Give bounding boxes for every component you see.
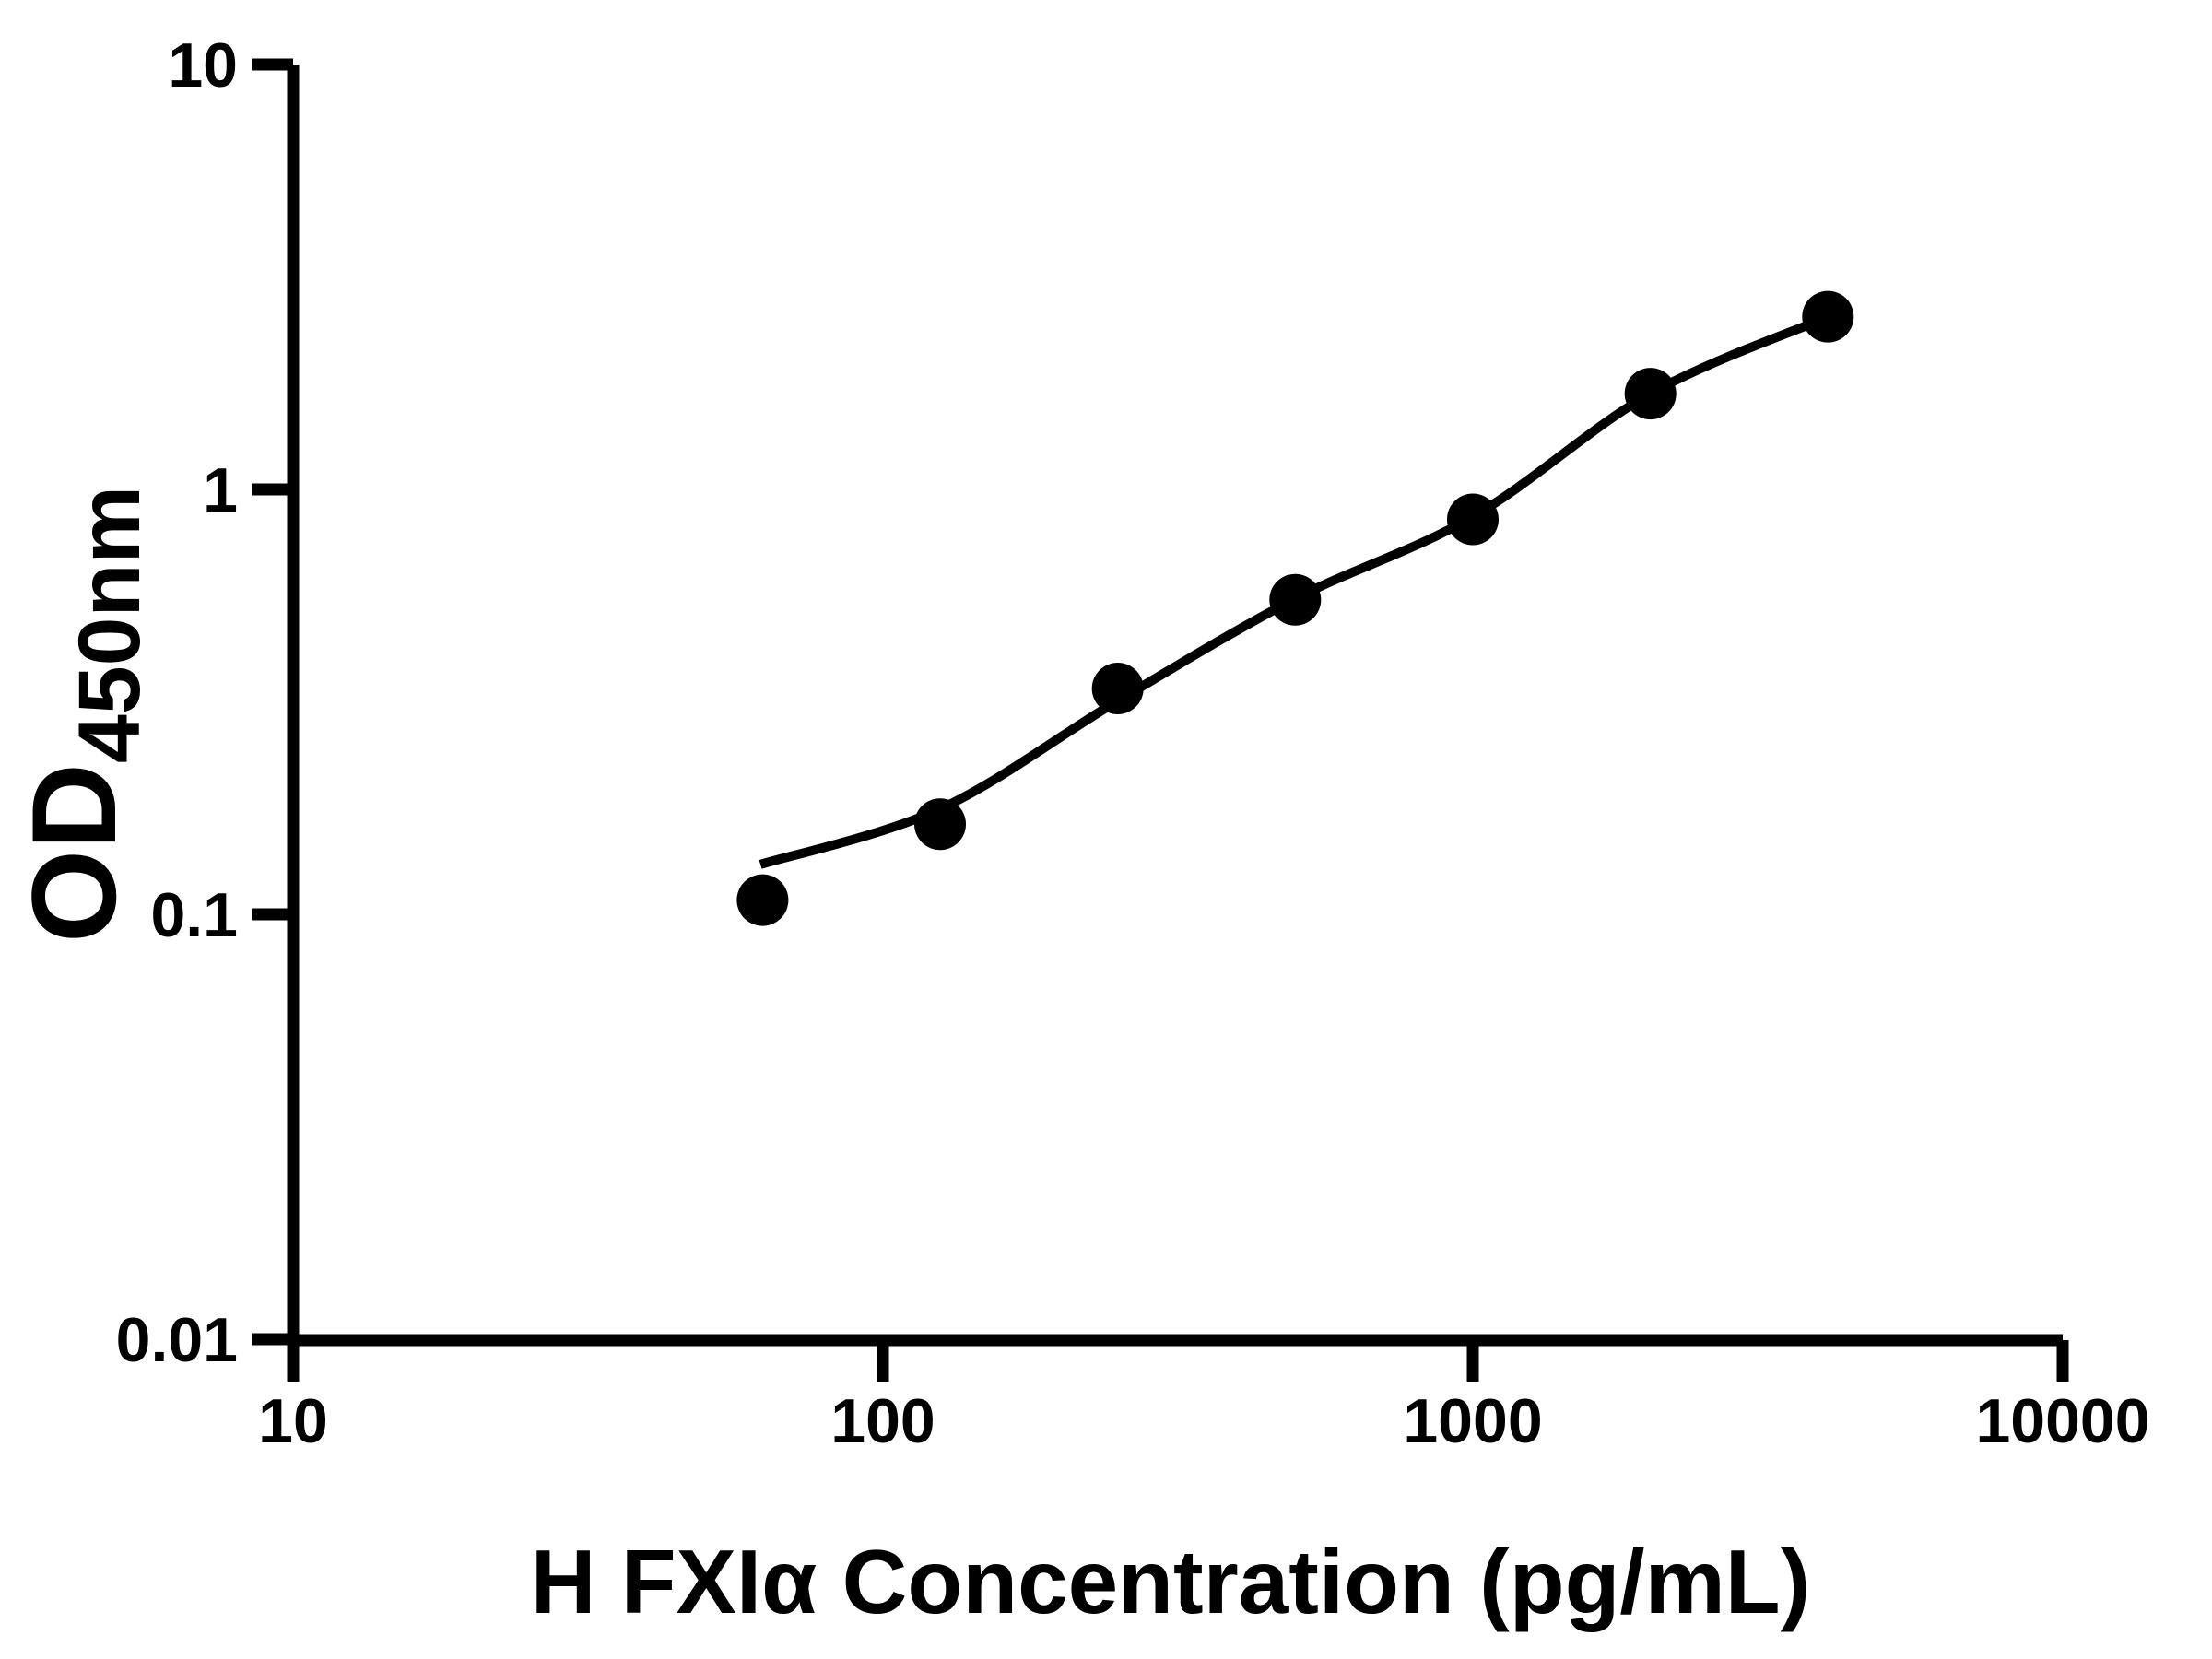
axis-spines [287, 65, 2063, 1347]
x-axis-title: H FXIα Concentration (pg/mL) [531, 1531, 1811, 1632]
x-tick-label: 100 [830, 1386, 935, 1456]
data-point-marker [1624, 368, 1677, 420]
y-tick-label: 10 [168, 30, 238, 100]
y-axis-title: OD450nm [6, 486, 159, 943]
data-point-marker [914, 798, 966, 851]
data-point-marker [1802, 290, 1854, 343]
x-tick-label: 10000 [1975, 1386, 2149, 1456]
data-point-marker [736, 874, 789, 926]
data-point-marker [1269, 573, 1322, 626]
x-tick-label: 1000 [1403, 1386, 1542, 1456]
y-tick-label: 0.1 [150, 880, 238, 950]
x-tick-label: 10 [258, 1386, 328, 1456]
y-tick-label: 1 [203, 455, 238, 525]
data-point-marker [1447, 493, 1499, 546]
y-axis-title-subscript: 450nm [61, 486, 159, 763]
y-tick-label: 0.01 [116, 1305, 238, 1375]
data-point-marker [1091, 663, 1144, 714]
y-axis-title-main: OD [6, 763, 141, 943]
